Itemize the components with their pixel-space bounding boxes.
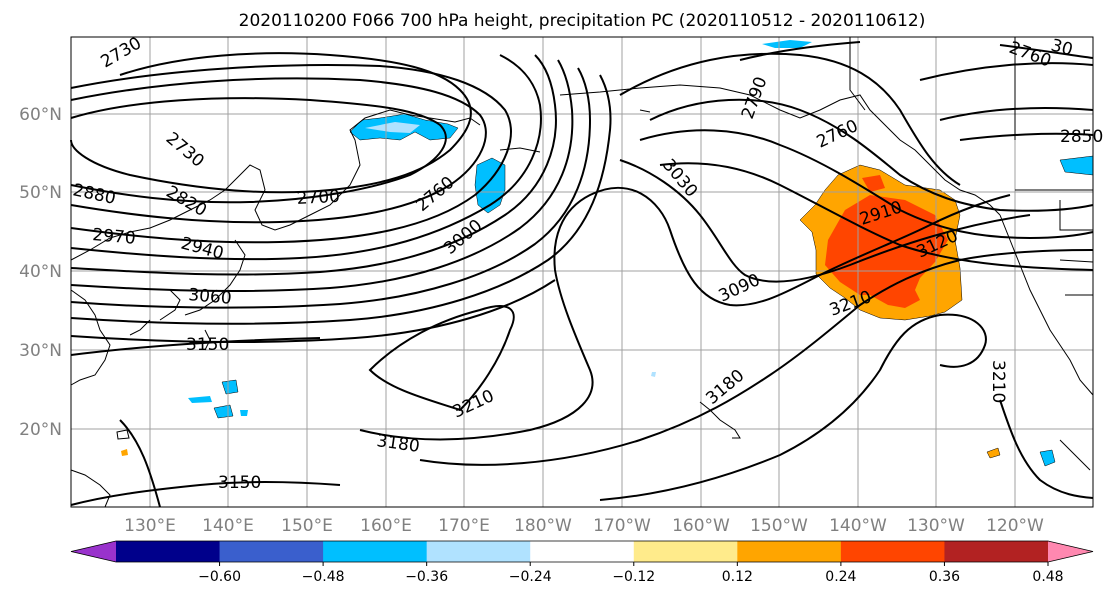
lon-label: 140°W [829, 516, 887, 536]
colorbar-segment [530, 541, 635, 562]
colorbar-tick-label: −0.60 [198, 569, 241, 585]
lon-label: 180°W [514, 516, 572, 536]
lon-label: 170°E [438, 516, 490, 536]
contour-label: 3150 [218, 473, 261, 493]
colorbar-segment [737, 541, 842, 562]
colorbar-segment [944, 541, 1049, 562]
colorbar-tick-label: −0.12 [612, 569, 655, 585]
lat-label: 60°N [19, 105, 62, 125]
colorbar-outline [70, 540, 1094, 563]
height-contours [70, 41, 1094, 508]
latitude-labels: 60°N 50°N 40°N 30°N 20°N [19, 105, 62, 440]
lon-label: 160°E [360, 516, 412, 536]
map-panel: 2730 2730 2880 2820 2970 2940 3060 3150 … [70, 33, 1103, 508]
lat-label: 50°N [19, 183, 62, 203]
contour-label: 2700 [296, 187, 340, 209]
lon-label: 130°W [907, 516, 965, 536]
lon-label: 140°E [202, 516, 254, 536]
lon-label: 150°W [750, 516, 808, 536]
colorbar-segment [633, 541, 738, 562]
contour-label: 3150 [186, 335, 229, 355]
colorbar-tick-label: −0.36 [405, 569, 448, 585]
contour-label: 3210 [988, 360, 1008, 403]
contour-label: 2850 [1060, 127, 1103, 147]
colorbar-segment [116, 541, 221, 562]
longitude-labels: 130°E 140°E 150°E 160°E 170°E 180°W 170°… [124, 516, 1044, 536]
lat-label: 20°N [19, 420, 62, 440]
lon-label: 160°W [672, 516, 730, 536]
colorbar-segment [840, 541, 945, 562]
colorbar-segment [426, 541, 531, 562]
lon-label: 170°W [593, 516, 651, 536]
lat-label: 40°N [19, 262, 62, 282]
lon-label: 120°W [986, 516, 1044, 536]
colorbar: −0.60 −0.48 −0.36 −0.24 −0.12 0.12 0.24 0.36 0.4… [70, 540, 1094, 585]
map-title: 2020110200 F066 700 hPa height, precipit… [239, 11, 926, 31]
colorbar-segment [1048, 541, 1093, 562]
colorbar-segment [219, 541, 324, 562]
colorbar-tick-label: 0.24 [825, 569, 856, 585]
colorbar-segment [323, 541, 428, 562]
colorbar-tick-label: 0.36 [929, 569, 960, 585]
colorbar-tick-label: 0.48 [1032, 569, 1063, 585]
lon-label: 130°E [124, 516, 176, 536]
contour-label: 3060 [188, 285, 233, 309]
colorbar-tick-label: 0.12 [722, 569, 753, 585]
contour-label: 2970 [92, 225, 137, 249]
colorbar-tick-label: −0.48 [302, 569, 345, 585]
map-frame [70, 36, 1094, 508]
colorbar-tick-label: −0.24 [509, 569, 552, 585]
colorbar-segment [71, 541, 116, 562]
lon-label: 150°E [281, 516, 333, 536]
lat-label: 30°N [19, 341, 62, 361]
